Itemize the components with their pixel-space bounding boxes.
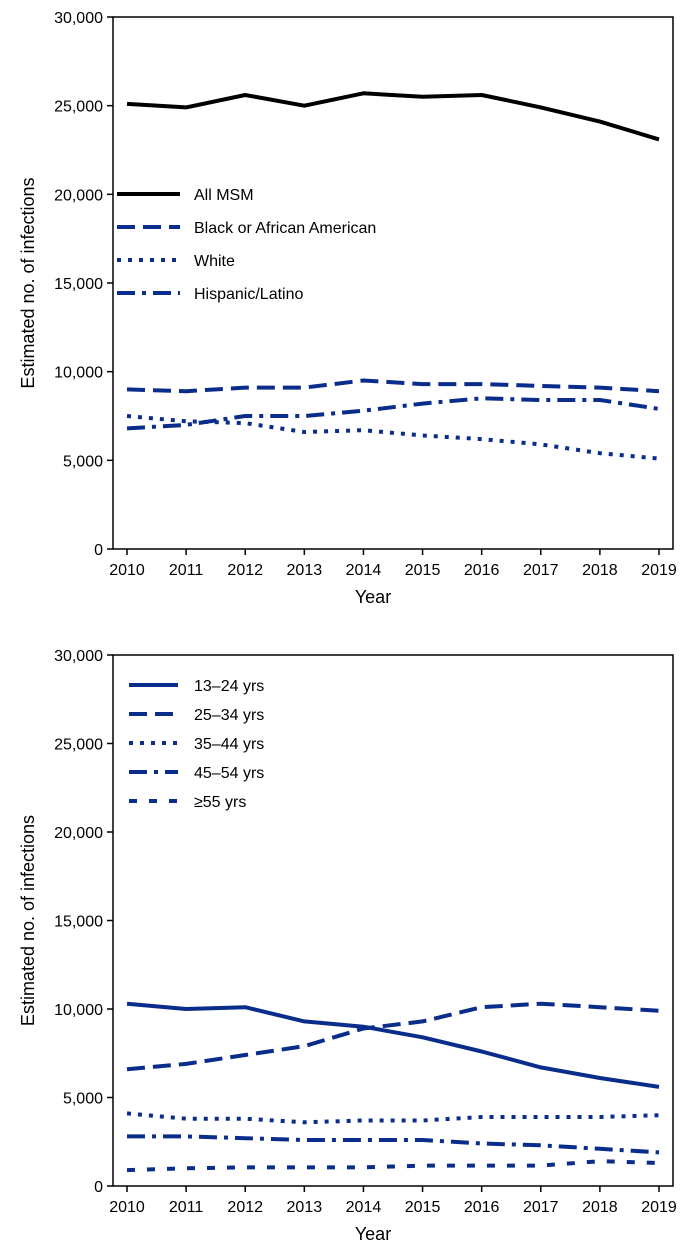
- x-tick-label: 2017: [523, 1199, 559, 1216]
- x-axis-title: Year: [355, 1224, 391, 1244]
- y-axis-title: Estimated no. of infections: [18, 815, 38, 1026]
- legend-label-5: ≥55 yrs: [194, 794, 246, 811]
- x-axis-title: Year: [355, 587, 391, 607]
- x-tick-label: 2013: [287, 1199, 323, 1216]
- y-tick-label: 10,000: [54, 1002, 103, 1019]
- x-tick-label: 2014: [346, 562, 382, 579]
- y-tick-label: 5,000: [63, 453, 103, 470]
- x-tick-label: 2016: [464, 1199, 500, 1216]
- legend-label-2: Black or African American: [194, 220, 376, 237]
- x-tick-label: 2010: [109, 1199, 145, 1216]
- x-tick-label: 2013: [287, 562, 323, 579]
- y-tick-label: 0: [94, 1179, 103, 1196]
- x-tick-label: 2016: [464, 562, 500, 579]
- x-tick-label: 2018: [582, 562, 618, 579]
- legend-label-4: Hispanic/Latino: [194, 286, 304, 303]
- series-line-4: [126, 396, 660, 431]
- x-tick-label: 2014: [346, 1199, 382, 1216]
- x-tick-label: 2011: [169, 1199, 204, 1216]
- x-tick-label: 2019: [641, 562, 677, 579]
- chart-panel-1: 0 5,000 10,000 15,000 20,000 25,000 30,000 2010…: [18, 10, 677, 607]
- y-axis-title: Estimated no. of infections: [18, 177, 38, 388]
- legend-label-2: 25–34 yrs: [194, 707, 264, 724]
- y-tick-label: 25,000: [54, 99, 103, 116]
- x-tick-label: 2019: [641, 1199, 677, 1216]
- x-tick-label: 2017: [523, 562, 559, 579]
- legend-label-3: White: [194, 253, 235, 270]
- plot-frame: [112, 654, 674, 1187]
- legend-label-4: 45–54 yrs: [194, 765, 264, 782]
- series-line-2: [126, 378, 660, 394]
- y-tick-label: 15,000: [54, 914, 103, 931]
- y-tick-label: 30,000: [54, 10, 103, 27]
- legend-label-3: 35–44 yrs: [194, 736, 264, 753]
- series-line-2: [126, 1001, 660, 1072]
- y-tick-label: 20,000: [54, 825, 103, 842]
- series-line-5: [126, 1159, 660, 1173]
- y-tick-label: 20,000: [54, 187, 103, 204]
- legend-label-1: 13–24 yrs: [194, 678, 264, 695]
- x-tick-label: 2010: [109, 562, 145, 579]
- y-tick-label: 30,000: [54, 648, 103, 665]
- x-tick-label: 2011: [169, 562, 204, 579]
- series-line-1: [126, 1001, 660, 1089]
- x-tick-label: 2018: [582, 1199, 618, 1216]
- series-line-1: [126, 91, 660, 142]
- chart-panel-2: 0 5,000 10,000 15,000 20,000 25,000 30,000 2010…: [18, 648, 677, 1244]
- x-tick-label: 2012: [227, 562, 263, 579]
- y-tick-label: 15,000: [54, 276, 103, 293]
- series-line-4: [127, 1134, 660, 1155]
- y-tick-label: 0: [94, 542, 103, 559]
- x-tick-label: 2015: [405, 562, 441, 579]
- y-tick-label: 10,000: [54, 365, 103, 382]
- legend-label-1: All MSM: [194, 187, 254, 204]
- series-line-3: [126, 1111, 660, 1125]
- x-tick-label: 2015: [405, 1199, 441, 1216]
- x-tick-label: 2012: [227, 1199, 263, 1216]
- y-tick-label: 25,000: [54, 737, 103, 754]
- y-tick-label: 5,000: [63, 1091, 103, 1108]
